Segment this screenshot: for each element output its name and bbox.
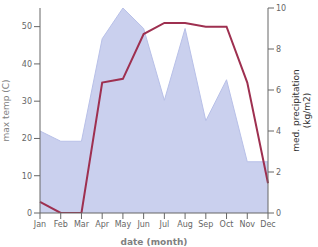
svg-text:30: 30 [22, 97, 32, 106]
svg-text:Jan: Jan [33, 220, 46, 229]
svg-text:6: 6 [276, 86, 281, 95]
svg-text:4: 4 [276, 127, 281, 136]
svg-text:10: 10 [276, 4, 286, 13]
svg-text:max temp (C): max temp (C) [8, 79, 11, 141]
svg-text:0: 0 [276, 209, 281, 218]
svg-text:8: 8 [276, 45, 281, 54]
svg-text:med. precipitation(kg/m2): med. precipitation(kg/m2) [291, 69, 310, 151]
svg-text:2: 2 [276, 168, 281, 177]
svg-text:Aug: Aug [177, 220, 193, 229]
svg-text:10: 10 [22, 172, 32, 181]
svg-text:May: May [115, 220, 132, 229]
svg-text:40: 40 [22, 60, 32, 69]
svg-text:Jun: Jun [136, 220, 150, 229]
svg-text:Sep: Sep [198, 220, 213, 229]
svg-text:date (month): date (month) [121, 237, 188, 247]
svg-text:Oct: Oct [220, 220, 234, 229]
svg-text:Nov: Nov [239, 220, 255, 229]
svg-text:Mar: Mar [74, 220, 90, 229]
svg-text:Jul: Jul [159, 220, 170, 229]
svg-text:0: 0 [27, 209, 32, 218]
svg-text:Dec: Dec [260, 220, 275, 229]
svg-text:50: 50 [22, 22, 32, 31]
svg-text:20: 20 [22, 134, 32, 143]
svg-text:Feb: Feb [54, 220, 68, 229]
svg-text:Apr: Apr [95, 220, 110, 229]
